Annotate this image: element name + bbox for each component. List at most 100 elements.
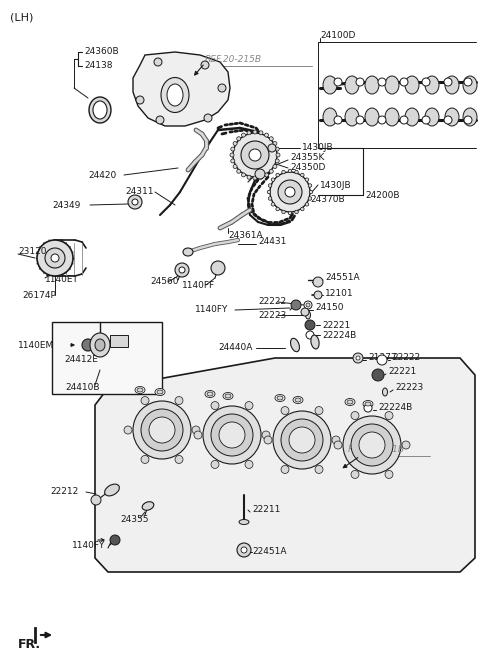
Bar [110,335,128,347]
Circle shape [402,441,410,449]
Ellipse shape [305,202,309,206]
Ellipse shape [345,399,355,405]
Text: 1430JB: 1430JB [320,181,352,190]
Text: 22224B: 22224B [378,403,412,413]
Ellipse shape [137,388,143,392]
Text: REF.20-215B: REF.20-215B [205,55,262,65]
Circle shape [204,114,212,122]
Circle shape [175,263,189,277]
Ellipse shape [300,173,304,177]
Text: 22223: 22223 [258,310,286,320]
Ellipse shape [464,116,472,124]
Ellipse shape [211,414,253,456]
Text: 22221: 22221 [322,320,350,330]
Circle shape [385,471,393,478]
Ellipse shape [378,78,386,86]
Ellipse shape [276,207,279,211]
Circle shape [356,356,360,360]
Text: 26174P: 26174P [22,291,56,299]
Ellipse shape [323,76,337,94]
Text: 24431: 24431 [258,237,287,246]
Ellipse shape [259,130,263,135]
Ellipse shape [142,501,154,510]
Text: 23120: 23120 [18,248,47,256]
Text: 22221: 22221 [388,368,416,376]
Circle shape [211,461,219,469]
Text: 1430JB: 1430JB [302,144,334,152]
Text: 24360B: 24360B [84,47,119,57]
Ellipse shape [385,76,399,94]
Polygon shape [133,52,230,126]
Ellipse shape [356,116,364,124]
Ellipse shape [425,108,439,126]
Circle shape [268,144,276,152]
Ellipse shape [90,333,110,357]
Ellipse shape [351,424,393,466]
Text: 24100D: 24100D [320,30,355,40]
Ellipse shape [276,153,280,157]
Circle shape [175,397,183,405]
Circle shape [211,261,225,275]
Ellipse shape [365,402,371,406]
Text: 1140FY: 1140FY [195,306,228,314]
Ellipse shape [259,175,263,179]
Ellipse shape [231,147,235,151]
Ellipse shape [323,108,337,126]
Ellipse shape [400,78,408,86]
Ellipse shape [345,108,359,126]
Circle shape [364,404,372,412]
Ellipse shape [271,202,275,206]
Circle shape [304,301,312,309]
Text: 24138: 24138 [84,61,112,71]
Circle shape [201,61,209,69]
Ellipse shape [305,311,311,319]
Circle shape [278,180,302,204]
Ellipse shape [237,136,241,141]
Ellipse shape [463,108,477,126]
Ellipse shape [289,427,315,453]
Circle shape [91,495,101,505]
Ellipse shape [233,165,237,169]
Ellipse shape [155,389,165,395]
Ellipse shape [239,519,249,525]
Ellipse shape [267,190,271,194]
Ellipse shape [253,130,257,134]
Ellipse shape [264,133,268,137]
Circle shape [194,431,202,439]
Ellipse shape [334,116,342,124]
Circle shape [82,339,94,351]
Text: REF.20-221B: REF.20-221B [348,445,405,455]
Text: 22212: 22212 [50,488,78,496]
Bar [52,322,162,394]
Ellipse shape [247,175,251,179]
Text: 24311: 24311 [125,188,154,196]
Ellipse shape [343,416,401,474]
Ellipse shape [277,396,283,400]
Circle shape [156,116,164,124]
Ellipse shape [203,406,261,464]
Text: 24410B: 24410B [65,384,99,393]
Ellipse shape [311,335,319,349]
Text: 24355K: 24355K [290,154,324,163]
Circle shape [306,303,310,307]
Ellipse shape [233,142,237,146]
Ellipse shape [281,419,323,461]
Circle shape [245,461,253,469]
Ellipse shape [295,398,301,402]
Ellipse shape [271,178,275,181]
Ellipse shape [288,169,292,173]
Ellipse shape [95,339,105,351]
Ellipse shape [133,401,191,459]
Ellipse shape [223,393,233,399]
Ellipse shape [219,422,245,448]
Ellipse shape [275,395,285,401]
Text: FR.: FR. [18,639,41,652]
Ellipse shape [359,432,385,458]
Circle shape [128,195,142,209]
Ellipse shape [444,78,452,86]
Text: 24150: 24150 [315,304,344,312]
Ellipse shape [230,153,234,157]
Circle shape [110,535,120,545]
Ellipse shape [273,411,331,469]
Ellipse shape [225,394,231,398]
